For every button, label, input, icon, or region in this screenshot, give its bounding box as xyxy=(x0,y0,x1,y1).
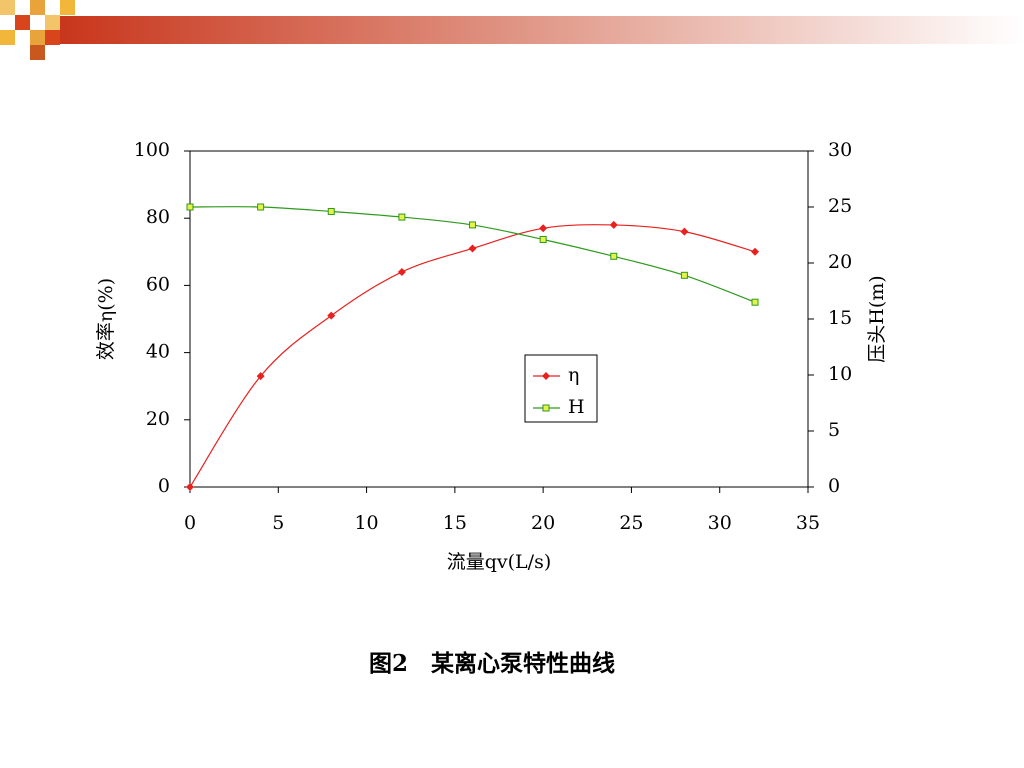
x-axis-label: 流量qv(L/s) xyxy=(447,551,552,573)
point-marker xyxy=(539,224,548,233)
legend-label: H xyxy=(568,396,585,418)
point-marker xyxy=(186,203,194,211)
point-marker xyxy=(327,207,335,215)
y2-axis-label: 压头H(m) xyxy=(866,275,888,362)
x-tick-label: 25 xyxy=(619,512,643,534)
point-marker xyxy=(327,311,336,320)
legend: ηH xyxy=(524,354,598,423)
x-tick-label: 5 xyxy=(272,512,284,534)
point-marker xyxy=(397,267,406,276)
x-tick-label: 20 xyxy=(531,512,555,534)
legend-marker xyxy=(542,372,550,380)
y-tick-label: 100 xyxy=(134,139,170,161)
y-tick-label: 20 xyxy=(146,408,170,430)
point-marker xyxy=(610,252,618,260)
y-tick-label: 80 xyxy=(146,206,170,228)
point-marker xyxy=(539,235,547,243)
point-marker xyxy=(751,247,760,256)
x-tick-label: 35 xyxy=(796,512,820,534)
x-tick-label: 30 xyxy=(708,512,732,534)
point-marker xyxy=(398,213,406,221)
y2-tick-label: 25 xyxy=(828,195,852,217)
legend-box xyxy=(524,354,598,423)
point-marker xyxy=(186,483,194,491)
point-marker xyxy=(468,244,477,253)
point-marker xyxy=(751,298,759,306)
point-marker xyxy=(609,220,618,229)
point-marker xyxy=(256,372,265,381)
y2-tick-label: 5 xyxy=(828,419,840,441)
y2-tick-label: 20 xyxy=(828,251,852,273)
x-tick-label: 0 xyxy=(184,512,196,534)
caption: 图2 某离心泵特性曲线 xyxy=(369,650,615,677)
point-marker xyxy=(257,203,265,211)
x-tick-label: 10 xyxy=(354,512,378,534)
header-decoration xyxy=(0,0,1024,60)
point-marker xyxy=(680,227,689,236)
legend-label: η xyxy=(568,364,579,386)
point-marker xyxy=(469,221,477,229)
plot-frame xyxy=(189,150,809,488)
x-tick-label: 15 xyxy=(443,512,467,534)
y-tick-label: 40 xyxy=(146,341,170,363)
y-axis-label: 效率η(%) xyxy=(95,278,117,360)
y2-tick-label: 30 xyxy=(828,139,852,161)
legend-marker xyxy=(542,404,550,412)
point-marker xyxy=(680,271,688,279)
y-tick-label: 60 xyxy=(146,273,170,295)
y2-tick-label: 15 xyxy=(828,307,852,329)
y2-tick-label: 10 xyxy=(828,363,852,385)
series-line xyxy=(189,224,756,488)
series-line xyxy=(189,206,756,303)
y2-tick-label: 0 xyxy=(828,475,840,497)
y-tick-label: 0 xyxy=(158,475,170,497)
